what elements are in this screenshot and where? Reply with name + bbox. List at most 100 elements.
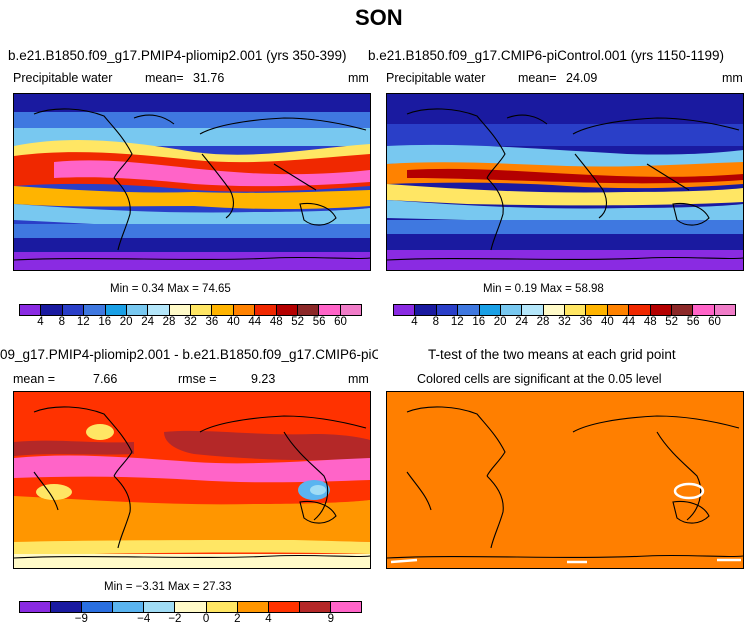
colorbar-swatch (191, 305, 213, 315)
colorbar-swatch (415, 305, 437, 315)
panel4-map (386, 391, 744, 569)
colorbar-swatch (671, 305, 694, 315)
colorbar-swatch (543, 305, 565, 315)
colorbar-swatch (500, 305, 523, 315)
panel4-subtitle: Colored cells are significant at the 0.0… (417, 372, 662, 386)
colorbar-swatch (233, 305, 256, 315)
colorbar-swatch (175, 602, 207, 612)
colorbar-tick-label: 28 (536, 316, 550, 328)
figure-title: SON (355, 5, 403, 30)
panel2-variable: Precipitable water (386, 71, 486, 85)
panel1-variable: Precipitable water (13, 71, 113, 85)
colorbar-tick-label: 8 (58, 316, 66, 328)
colorbar-swatch (51, 602, 83, 612)
colorbar-swatch (84, 305, 106, 315)
colorbar-tick-label: 36 (579, 316, 593, 328)
colorbar-tick-label: 32 (558, 316, 571, 328)
panel3-map (13, 391, 371, 569)
colorbar-tick-label: 40 (600, 316, 614, 328)
colorbar-tick-label: 40 (226, 316, 240, 328)
colorbar-tick-label: 60 (708, 316, 721, 328)
panel1-map (13, 93, 371, 271)
panel2-title: b.e21.B1850.f09_g17.CMIP6-piControl.001 … (368, 48, 724, 63)
panel1-minmax: Min = 0.34 Max = 74.65 (110, 283, 231, 295)
colorbar-tick-label: 12 (76, 316, 90, 328)
colorbar-swatch (693, 305, 715, 315)
colorbar-tick-label: 12 (450, 316, 464, 328)
colorbar-tick-label: −2 (168, 613, 182, 625)
colorbar-tick-label: 2 (234, 613, 241, 625)
panel1-map-svg (14, 94, 370, 270)
colorbar-swatch (62, 305, 85, 315)
panel4-title: T-test of the two means at each grid poi… (428, 347, 676, 362)
colorbar-tick-label: 32 (184, 316, 197, 328)
panel2-mean-label: mean= (518, 71, 557, 85)
panel3-minmax: Min = −3.31 Max = 27.33 (104, 581, 232, 593)
colorbar-tick-label: 52 (665, 316, 679, 328)
panel2-title-clip: b.e21.B1850.f09_g17.CMIP6-piControl.001 … (368, 46, 755, 68)
colorbar-tick-label: 4 (265, 613, 272, 625)
colorbar-tick-label: 4 (37, 316, 44, 328)
colorbar-swatch (650, 305, 672, 315)
colorbar-swatch (148, 305, 170, 315)
colorbar-swatch (144, 602, 176, 612)
colorbar-tick-label: 56 (686, 316, 700, 328)
colorbar-swatch (586, 305, 608, 315)
colorbar-swatch (105, 305, 127, 315)
colorbar-tick-label: 56 (312, 316, 326, 328)
colorbar-swatch (212, 305, 234, 315)
colorbar-swatch (126, 305, 149, 315)
panel2-map (386, 93, 744, 271)
colorbar-swatch (206, 602, 238, 612)
panel1-units: mm (348, 71, 369, 85)
colorbar-tick-label: 16 (472, 316, 486, 328)
panel3-rmse-label: rmse = (178, 372, 217, 386)
panel2-colorbar-labels: 4 8 12 16 20 24 28 32 36 40 44 48 52 56 60 (393, 316, 736, 332)
panel3-colorbar-labels: −9 −4 −2 0 2 4 9 (19, 613, 362, 629)
colorbar-swatch (458, 305, 480, 315)
colorbar-swatch (237, 602, 269, 612)
panel2-minmax: Min = 0.19 Max = 58.98 (483, 283, 604, 295)
panel3-mean-label: mean = (13, 372, 56, 386)
colorbar-swatch (20, 305, 42, 315)
panel3-colorbar (19, 601, 362, 613)
colorbar-swatch (255, 305, 277, 315)
colorbar-swatch (340, 305, 361, 315)
colorbar-swatch (41, 305, 63, 315)
colorbar-swatch (330, 602, 362, 612)
colorbar-swatch (82, 602, 114, 612)
colorbar-tick-label: 44 (248, 316, 262, 328)
panel2-map-svg (387, 94, 743, 270)
colorbar-tick-label: 20 (493, 316, 507, 328)
panel2-mean-value: 24.09 (566, 71, 598, 85)
colorbar-swatch (268, 602, 300, 612)
panel1-title-clip: b.e21.B1850.f09_g17.PMIP4-pliomip2.001 (… (0, 46, 378, 68)
colorbar-swatch (522, 305, 544, 315)
panel2-units: mm (722, 71, 743, 85)
colorbar-swatch (113, 602, 145, 612)
colorbar-tick-label: 44 (622, 316, 636, 328)
panel3-mean-value: 7.66 (93, 372, 118, 386)
panel1-colorbar-labels: 4 8 12 16 20 24 28 32 36 40 44 48 52 56 60 (19, 316, 362, 332)
colorbar-swatch (565, 305, 587, 315)
colorbar-swatch (629, 305, 651, 315)
colorbar-swatch (436, 305, 459, 315)
colorbar-tick-label: −4 (137, 613, 151, 625)
colorbar-tick-label: 24 (515, 316, 529, 328)
colorbar-tick-label: 9 (327, 613, 335, 625)
panel1-title: b.e21.B1850.f09_g17.PMIP4-pliomip2.001 (… (8, 48, 347, 63)
panel3-title-clip: 09_g17.PMIP4-pliomip2.001 - b.e21.B1850.… (0, 345, 378, 367)
colorbar-tick-label: 16 (98, 316, 112, 328)
panel3-title: 09_g17.PMIP4-pliomip2.001 - b.e21.B1850.… (0, 347, 378, 362)
panel1-mean-value: 31.76 (193, 71, 225, 85)
panel2-colorbar (393, 304, 736, 316)
panel4-map-svg (387, 392, 743, 568)
colorbar-tick-label: 36 (205, 316, 219, 328)
colorbar-swatch (20, 602, 52, 612)
colorbar-swatch (714, 305, 735, 315)
colorbar-tick-label: 24 (141, 316, 155, 328)
colorbar-tick-label: −9 (74, 613, 88, 625)
panel1-colorbar (19, 304, 362, 316)
colorbar-tick-label: 60 (334, 316, 347, 328)
colorbar-swatch (299, 602, 331, 612)
